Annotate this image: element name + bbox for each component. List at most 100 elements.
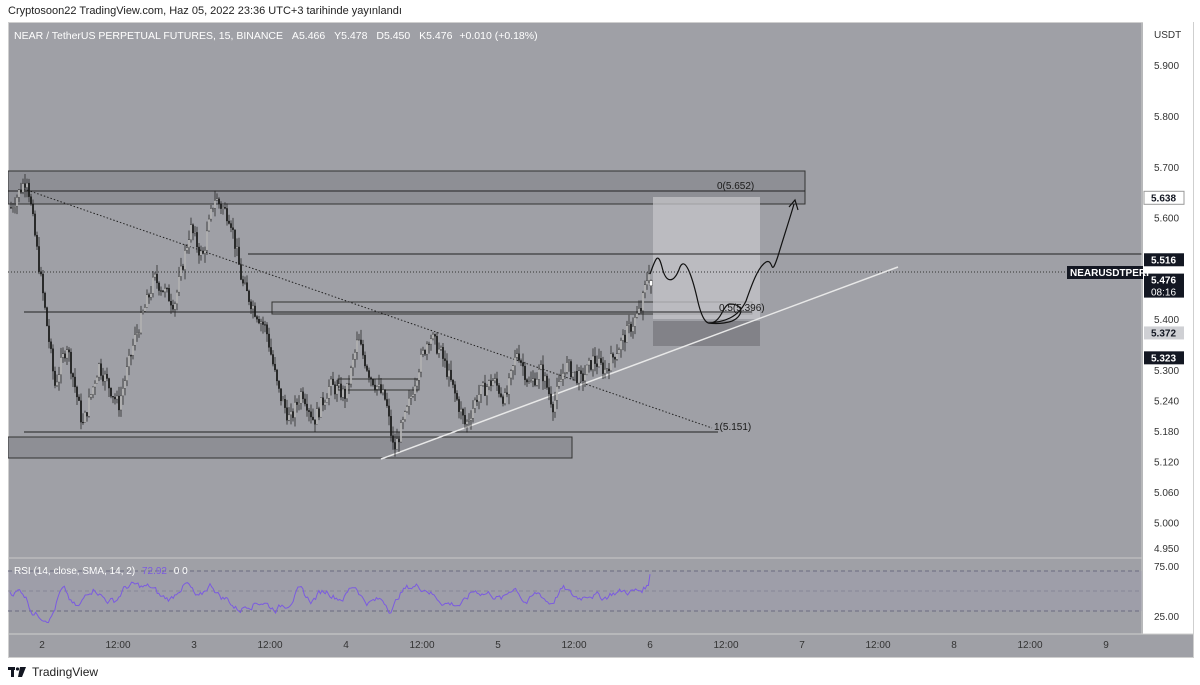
time-tick: 7 [799, 640, 805, 651]
candle-body [444, 358, 446, 361]
candle-body [282, 399, 284, 402]
candle-body [500, 393, 502, 397]
candle-body [382, 389, 384, 393]
legend-high-value: 5.478 [341, 30, 368, 42]
candle-body [210, 208, 212, 220]
candle-body [116, 395, 118, 400]
candle-body [616, 353, 618, 360]
candle-body [58, 374, 60, 383]
candle-body [336, 385, 338, 395]
candle-body [360, 339, 362, 345]
candle-body [492, 380, 494, 386]
rsi-legend[interactable]: RSI (14, close, SMA, 14, 2) 72.92 0 0 [14, 566, 188, 577]
legend-high-label: Y [334, 30, 342, 42]
candle-body [140, 312, 142, 334]
candle-body [10, 207, 12, 209]
candle-body [306, 403, 308, 411]
candle-body [224, 207, 226, 209]
candle-body [484, 382, 486, 396]
price-tick: 5.700 [1154, 163, 1179, 174]
candle-body [222, 207, 224, 209]
candle-body [494, 378, 496, 381]
descending-trendline[interactable] [23, 188, 713, 429]
candle-body [536, 379, 538, 386]
candle-body [566, 362, 568, 373]
rsi-pane[interactable]: 75.00 25.00 [8, 562, 1179, 624]
candle-body [568, 361, 570, 363]
chart-frame[interactable] [8, 22, 1194, 658]
candle-body [398, 438, 400, 443]
candle-body [590, 360, 592, 370]
candle-body [454, 384, 456, 394]
candle-body [412, 394, 414, 397]
candle-body [72, 373, 74, 378]
candle-body [256, 316, 258, 320]
candle-body [506, 392, 508, 395]
symbol-legend[interactable]: NEAR / TetherUS PERPETUAL FUTURES, 15, B… [14, 30, 538, 42]
candle-body [204, 250, 206, 254]
candle-body [252, 305, 254, 310]
candle-body [218, 198, 220, 204]
candle-body [478, 394, 480, 402]
candle-body [446, 360, 448, 377]
candle-body [80, 400, 82, 423]
candle-body [128, 355, 130, 367]
candle-body [596, 363, 598, 367]
ascending-trendline[interactable] [380, 266, 899, 460]
legend-close-label: K [419, 30, 427, 42]
candle-body [226, 208, 228, 222]
candle-body [600, 358, 602, 363]
candle-body [316, 408, 318, 425]
candle-body [34, 213, 36, 236]
candle-body [114, 396, 116, 400]
projection-path[interactable] [649, 203, 795, 325]
support-zone-bottom[interactable] [8, 436, 573, 459]
candle-body [54, 370, 56, 386]
candle-body [172, 305, 174, 310]
candle-body [18, 189, 20, 198]
candle-body [640, 308, 642, 312]
rsi-legend-extra: 0 0 [173, 566, 188, 577]
candle-body [602, 362, 604, 374]
candle-body [280, 388, 282, 402]
candle-body [184, 250, 186, 270]
candle-body [370, 377, 372, 380]
tradingview-logo-icon [8, 667, 26, 677]
time-tick: 3 [191, 640, 197, 651]
price-tick: 5.000 [1154, 518, 1179, 529]
projection-arrow-icon [788, 198, 799, 211]
candle-body [236, 246, 238, 249]
candle-body [516, 353, 518, 358]
candle-body [362, 344, 364, 356]
candle-body [542, 364, 544, 382]
candle-body [340, 383, 342, 398]
candle-body [338, 383, 340, 386]
candle-body [564, 372, 566, 374]
price-label-text: 5.516 [1151, 255, 1176, 266]
candle-body [96, 376, 98, 384]
chart-canvas[interactable]: 0(5.652) 0.5(5.396) 1(5.151) USDT 5.9005… [8, 22, 1194, 658]
candle-body [284, 399, 286, 408]
time-tick: 12:00 [409, 640, 434, 651]
candle-body [598, 358, 600, 367]
projection-box-light[interactable] [653, 197, 760, 319]
candle-body [426, 343, 428, 355]
candle-body [264, 324, 266, 326]
candle-body [350, 367, 352, 385]
candle-body [170, 301, 172, 306]
candle-body [288, 414, 290, 421]
candle-body [216, 198, 218, 201]
candle-body [420, 354, 422, 373]
candle-body [466, 421, 468, 425]
candle-body [40, 271, 42, 275]
candle-body [62, 353, 64, 358]
candle-body [200, 250, 202, 256]
candle-body [354, 352, 356, 360]
candle-body [622, 334, 624, 341]
candle-body [576, 371, 578, 384]
candle-body [122, 388, 124, 397]
candle-body [296, 402, 298, 405]
candle-body [162, 290, 164, 293]
time-axis-ticks[interactable]: 2 12:00 3 12:00 4 12:00 5 12:00 6 12:00 7 12:00 8 12:… [39, 640, 1109, 651]
legend-change: +0.010 (+0.18%) [459, 30, 538, 42]
